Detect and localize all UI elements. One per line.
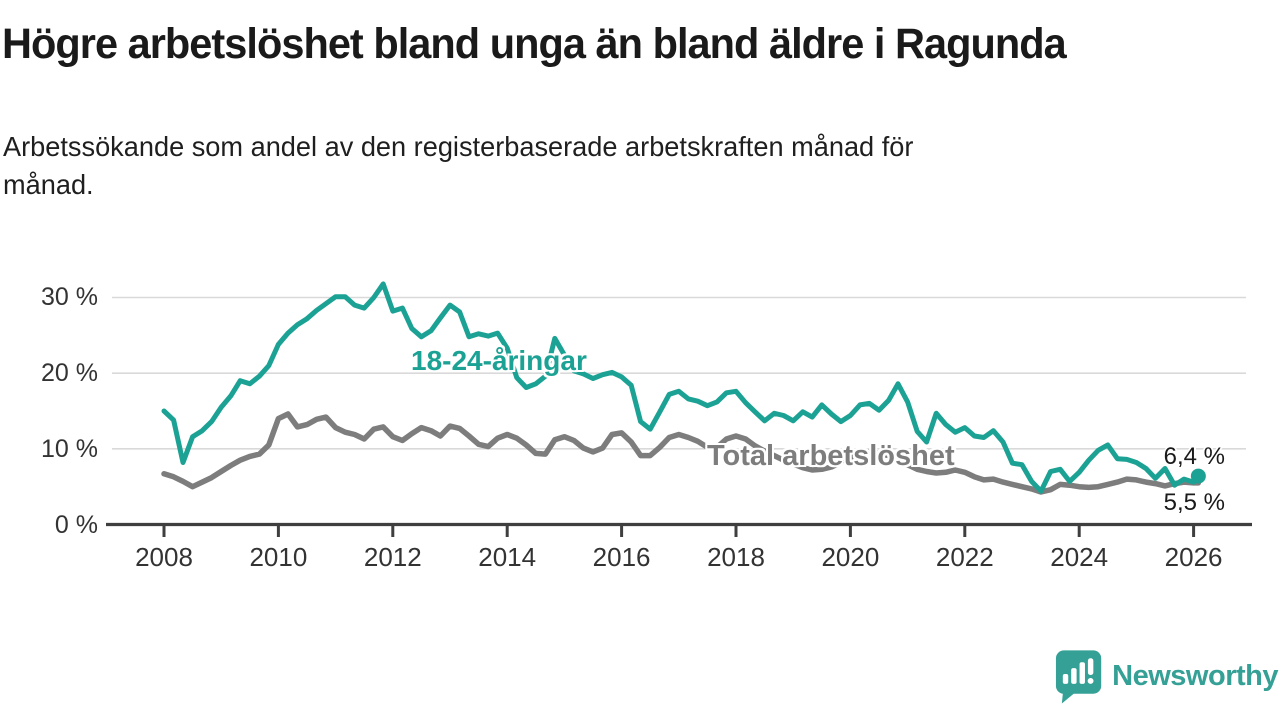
page-title: Högre arbetslöshet bland unga än bland ä…	[2, 20, 1067, 68]
newsworthy-logo: Newsworthy	[1052, 648, 1278, 704]
x-tick-label-2024: 2024	[1050, 542, 1109, 572]
page-subtitle-line2: månad.	[3, 169, 94, 200]
x-tick-label-2010: 2010	[249, 542, 308, 572]
page-subtitle-line1: Arbetssökande som andel av den registerb…	[3, 131, 914, 162]
x-tick-label-2014: 2014	[478, 542, 537, 572]
x-tick-label-2012: 2012	[363, 542, 422, 572]
newsworthy-logo-text: Newsworthy	[1112, 659, 1278, 692]
series-label-total: Total arbetslöshet	[707, 440, 955, 472]
y-tick-label-20: 20 %	[41, 359, 98, 388]
end-value-label-total: 5,5 %	[1163, 489, 1225, 516]
page-subtitle: Arbetssökande som andel av den registerb…	[3, 128, 1167, 204]
x-tick-label-2016: 2016	[592, 542, 651, 572]
newsworthy-logo-icon	[1055, 650, 1102, 704]
series-end-dot-youth	[1190, 468, 1206, 484]
x-tick-label-2020: 2020	[821, 542, 880, 572]
x-tick-label-2018: 2018	[707, 542, 765, 572]
series-line-youth	[161, 281, 1201, 494]
y-tick-label-10: 10 %	[41, 434, 98, 463]
x-tick-label-2008: 2008	[135, 542, 193, 572]
x-tick-label-2022: 2022	[935, 542, 994, 572]
y-tick-label-0: 0 %	[54, 510, 98, 539]
y-tick-label-30: 30 %	[41, 283, 98, 312]
end-value-label-youth: 6,4 %	[1163, 443, 1225, 470]
series-line-total	[161, 411, 1202, 495]
series-label-youth: 18-24-åringar	[411, 345, 587, 376]
x-tick-label-2026: 2026	[1164, 542, 1223, 572]
